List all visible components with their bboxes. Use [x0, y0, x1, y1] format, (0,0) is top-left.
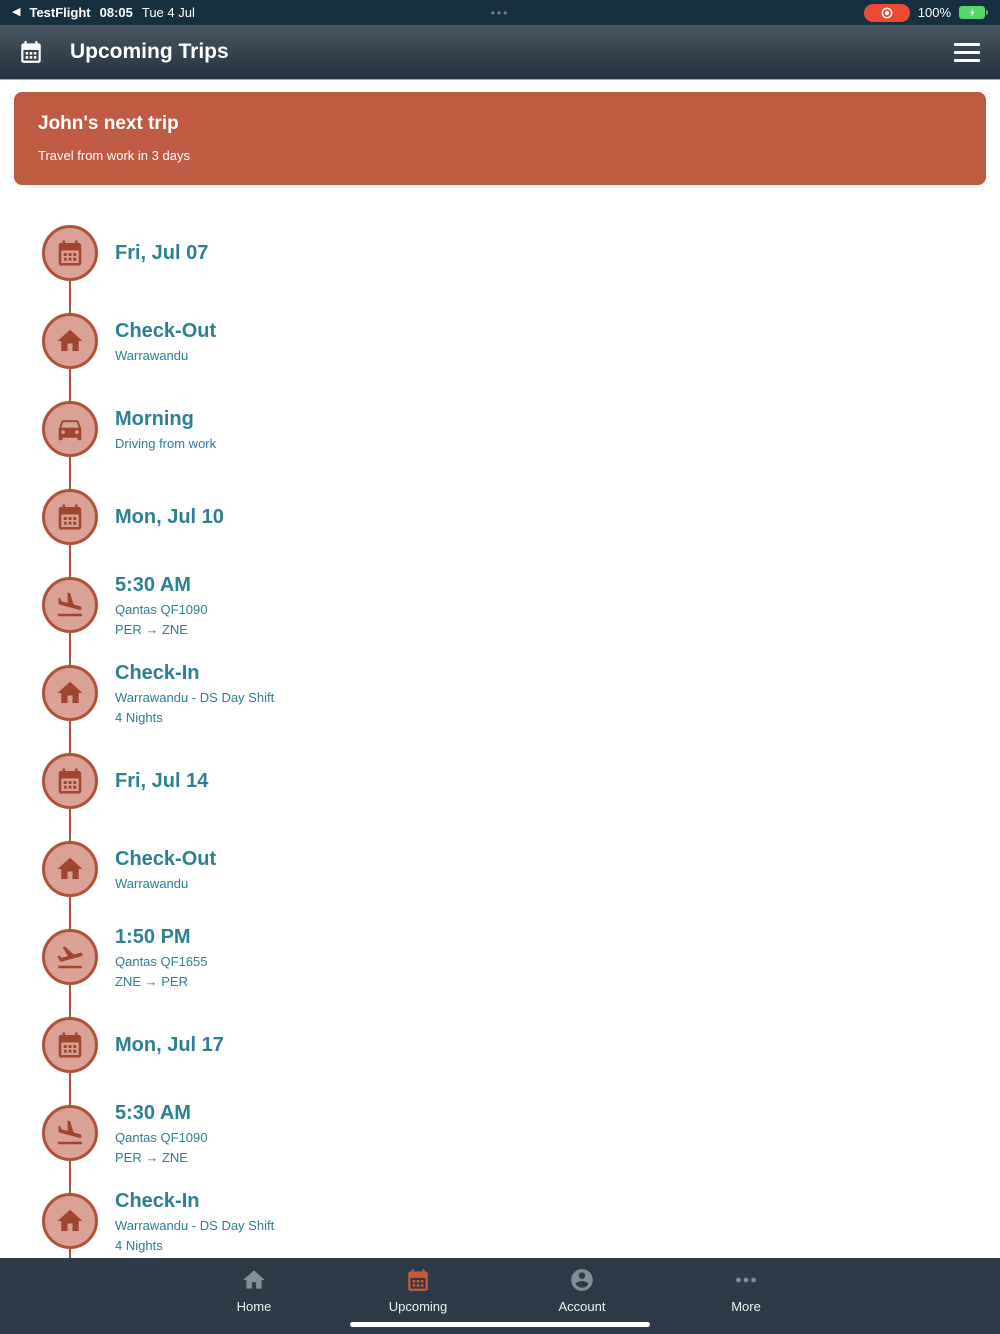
tab-label: Upcoming	[388, 1299, 448, 1314]
timeline-icon-circle	[42, 1017, 98, 1073]
car-icon	[55, 414, 85, 444]
home-indicator[interactable]	[350, 1322, 650, 1327]
record-icon	[880, 6, 894, 20]
tab-more[interactable]: More	[706, 1267, 786, 1314]
battery-percent: 100%	[917, 5, 951, 20]
hamburger-menu-icon[interactable]	[952, 39, 982, 66]
timeline-item-title: Check-In	[115, 661, 200, 684]
plane-takeoff-icon	[55, 942, 85, 972]
timeline-item-title: Mon, Jul 17	[115, 1033, 224, 1056]
nav-bar: Upcoming Trips	[0, 25, 1000, 79]
timeline-item-title: Mon, Jul 10	[115, 505, 224, 528]
timeline-item[interactable]: Mon, Jul 10	[0, 473, 1000, 561]
home-icon	[241, 1267, 267, 1293]
timeline-icon-circle	[42, 841, 98, 897]
tab-label: More	[731, 1299, 761, 1314]
timeline-item-title: 1:50 PM	[115, 925, 191, 948]
tab-label: Account	[558, 1299, 606, 1314]
tab-account[interactable]: Account	[542, 1267, 622, 1314]
screen-recording-indicator[interactable]	[863, 3, 910, 22]
timeline-icon-circle	[42, 665, 98, 721]
banner-title: John's next trip	[38, 113, 179, 134]
page-title: Upcoming Trips	[70, 40, 229, 63]
banner-subtitle: Travel from work in 3 days	[38, 148, 190, 163]
timeline-item[interactable]: Check-In Warrawandu - DS Day Shift 4 Nigh…	[0, 649, 1000, 737]
calendar-icon	[55, 502, 85, 532]
timeline-item[interactable]: Fri, Jul 14	[0, 737, 1000, 825]
tab-strip: Home Upcoming Account More	[0, 1258, 1000, 1314]
calendar-icon	[405, 1267, 431, 1293]
calendar-icon	[55, 1030, 85, 1060]
timeline-item[interactable]: Check-In Warrawandu - DS Day Shift 4 Nigh…	[0, 1177, 1000, 1265]
timeline-icon-circle	[42, 313, 98, 369]
timeline-item[interactable]: Check-Out Warrawandu	[0, 825, 1000, 913]
status-time: 08:05	[99, 5, 133, 20]
timeline-item-title: Check-In	[115, 1189, 200, 1212]
timeline-icon-circle	[42, 1105, 98, 1161]
timeline-icon-circle	[42, 577, 98, 633]
timeline-item-title: 5:30 AM	[115, 573, 191, 596]
timeline-item-title: Morning	[115, 407, 194, 430]
timeline-icon-circle	[42, 753, 98, 809]
timeline-item-title: Fri, Jul 14	[115, 769, 209, 792]
house-icon	[55, 1206, 85, 1236]
tab-home[interactable]: Home	[214, 1267, 294, 1314]
timeline-item-title: 5:30 AM	[115, 1101, 191, 1124]
house-icon	[55, 678, 85, 708]
plane-landing-icon	[55, 590, 85, 620]
back-to-app-label[interactable]: TestFlight	[29, 5, 91, 20]
timeline-item[interactable]: Morning Driving from work	[0, 385, 1000, 473]
timeline-item-subtitle: PER → ZNE	[115, 1149, 188, 1165]
timeline-item[interactable]: 1:50 PM Qantas QF1655 ZNE → PER	[0, 913, 1000, 1001]
timeline-item[interactable]: 5:30 AM Qantas QF1090 PER → ZNE	[0, 1089, 1000, 1177]
timeline-item-subtitle: Qantas QF1090	[115, 601, 208, 617]
timeline-item-title: Check-Out	[115, 847, 217, 870]
timeline-item-subtitle: Warrawandu - DS Day Shift	[115, 689, 275, 705]
timeline-item-subtitle: 4 Nights	[115, 1237, 163, 1253]
house-icon	[55, 326, 85, 356]
timeline-item-subtitle: Warrawandu - DS Day Shift	[115, 1217, 275, 1233]
charging-bolt-icon	[968, 7, 977, 18]
timeline-item-subtitle: Qantas QF1090	[115, 1129, 208, 1145]
tab-upcoming[interactable]: Upcoming	[378, 1267, 458, 1314]
timeline-icon-circle	[42, 489, 98, 545]
calendar-icon[interactable]	[18, 39, 44, 65]
timeline-item-subtitle: 4 Nights	[115, 709, 163, 725]
timeline-item[interactable]: Mon, Jul 17	[0, 1001, 1000, 1089]
timeline-item-subtitle: PER → ZNE	[115, 621, 188, 637]
timeline-item-title: Fri, Jul 07	[115, 241, 209, 264]
timeline-item-subtitle: Qantas QF1655	[115, 953, 208, 969]
timeline: Fri, Jul 07 Check-Out Warrawandu Morning…	[0, 209, 1000, 1305]
timeline-item-subtitle: Driving from work	[115, 435, 217, 451]
status-bar: ◀ TestFlight 08:05 Tue 4 Jul ••• 100%	[0, 0, 1000, 25]
calendar-icon	[55, 238, 85, 268]
plane-landing-icon	[55, 1118, 85, 1148]
tab-bar: Home Upcoming Account More	[0, 1258, 1000, 1334]
timeline-icon-circle	[42, 1193, 98, 1249]
calendar-icon	[55, 766, 85, 796]
timeline-item-title: Check-Out	[115, 319, 217, 342]
battery-icon	[959, 6, 988, 19]
timeline-icon-circle	[42, 401, 98, 457]
more-icon	[733, 1267, 759, 1293]
back-to-app-icon[interactable]: ◀	[12, 6, 21, 18]
house-icon	[55, 854, 85, 884]
timeline-icon-circle	[42, 225, 98, 281]
timeline-item[interactable]: Fri, Jul 07	[0, 209, 1000, 297]
timeline-item-subtitle: Warrawandu	[115, 347, 189, 363]
account-icon	[569, 1267, 595, 1293]
timeline-item[interactable]: 5:30 AM Qantas QF1090 PER → ZNE	[0, 561, 1000, 649]
timeline-icon-circle	[42, 929, 98, 985]
next-trip-banner[interactable]: John's next trip Travel from work in 3 d…	[14, 92, 986, 185]
timeline-item[interactable]: Check-Out Warrawandu	[0, 297, 1000, 385]
timeline-item-subtitle: Warrawandu	[115, 875, 189, 891]
timeline-item-subtitle: ZNE → PER	[115, 973, 188, 989]
status-date: Tue 4 Jul	[141, 5, 195, 20]
tab-label: Home	[236, 1299, 272, 1314]
